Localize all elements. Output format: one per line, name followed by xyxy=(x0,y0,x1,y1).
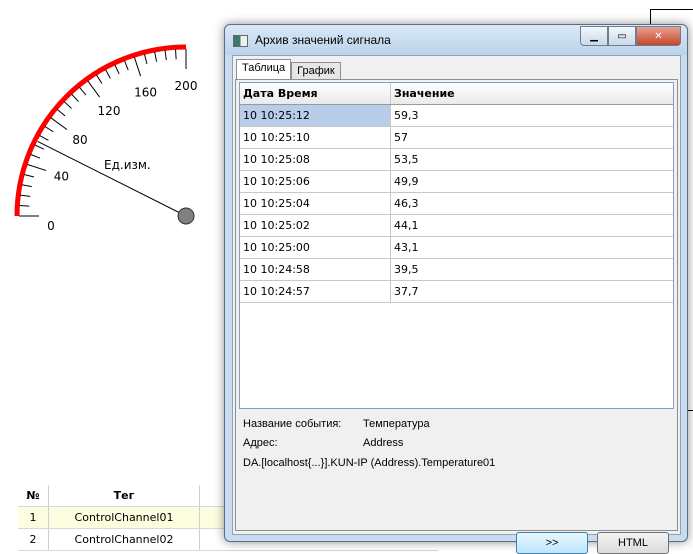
cell-tag: ControlChannel02 xyxy=(49,529,200,550)
minimize-icon: ▁ xyxy=(590,30,598,42)
close-icon: ✕ xyxy=(654,30,663,42)
next-button[interactable]: >> xyxy=(516,532,588,554)
header-datetime[interactable]: Дата Время xyxy=(240,83,391,104)
cell-datetime: 10 10:25:12 xyxy=(240,105,391,126)
cell-value: 39,5 xyxy=(394,263,419,276)
tab-panel: Дата Время Значение 10 10:25:12 59,3 10 10… xyxy=(235,79,678,531)
gauge-tick xyxy=(133,57,142,77)
gauge-tick xyxy=(143,54,148,65)
gauge-tick-label: 160 xyxy=(134,85,157,99)
gauge-tick xyxy=(105,69,111,79)
table-row[interactable]: 10 10:25:08 53,5 xyxy=(240,149,673,171)
cell-datetime: 10 10:25:02 xyxy=(240,215,391,236)
table-row[interactable]: 10 10:25:02 44,1 xyxy=(240,215,673,237)
maximize-button[interactable]: ▭ xyxy=(608,26,636,46)
cell-datetime: 10 10:25:00 xyxy=(240,237,391,258)
gauge-tick xyxy=(34,144,45,150)
values-table: Дата Время Значение 10 10:25:12 59,3 10 10… xyxy=(239,82,674,409)
gauge-tick xyxy=(30,154,41,159)
gauge-tick xyxy=(27,163,47,172)
gauge-tick xyxy=(175,49,177,60)
window-icon xyxy=(233,35,248,47)
cell-datetime: 10 10:24:57 xyxy=(240,281,391,302)
gauge-tick xyxy=(71,93,79,102)
html-button[interactable]: HTML xyxy=(597,532,669,554)
cell-datetime: 10 10:25:06 xyxy=(240,171,391,192)
archive-dialog: Архив значений сигнала ▁ ▭ ✕ Таблица Гра… xyxy=(224,24,688,554)
gauge-tick xyxy=(96,74,103,84)
table-row[interactable]: 10 10:24:57 37,7 xyxy=(240,281,673,303)
cell-value: 59,3 xyxy=(394,109,419,122)
cell-tag: ControlChannel01 xyxy=(49,507,200,528)
table-row[interactable]: 10 10:24:58 39,5 xyxy=(240,259,673,281)
gauge-tick-label: 120 xyxy=(98,104,121,118)
cell-value: 49,9 xyxy=(394,175,419,188)
close-button[interactable]: ✕ xyxy=(636,26,681,46)
gauge-tick xyxy=(39,135,49,141)
gauge-tick-label: 80 xyxy=(72,133,87,147)
table-row[interactable]: 10 10:25:12 59,3 xyxy=(240,105,673,127)
gauge-tick xyxy=(114,64,120,75)
cell-datetime: 10 10:24:58 xyxy=(240,259,391,280)
cell-number: 2 xyxy=(18,529,49,550)
gauge-tick xyxy=(124,60,129,71)
address-label: Адрес: xyxy=(243,437,278,449)
event-name-label: Название события: xyxy=(243,418,342,430)
address-value: Address xyxy=(363,437,404,449)
cell-number: 1 xyxy=(18,507,49,528)
gauge-tick-label: 40 xyxy=(54,170,69,184)
gauge: 0 40 80 120 160 200 xyxy=(14,44,198,233)
full-path: DA.[localhost{...}].KUN-IP (Address).Tem… xyxy=(243,457,496,469)
cell-value: 44,1 xyxy=(394,219,419,232)
gauge-tick xyxy=(79,87,87,96)
cell-datetime: 10 10:25:10 xyxy=(240,127,391,148)
header-tag: Тег xyxy=(49,485,200,506)
gauge-tick xyxy=(57,109,66,117)
gauge-tick xyxy=(44,126,54,133)
title-bar[interactable]: Архив значений сигнала ▁ ▭ ✕ xyxy=(225,25,687,55)
maximize-icon: ▭ xyxy=(617,30,627,42)
gauge-tick xyxy=(24,173,35,178)
cell-datetime: 10 10:25:08 xyxy=(240,149,391,170)
cell-value: 53,5 xyxy=(394,153,419,166)
cell-value: 37,7 xyxy=(394,285,419,298)
minimize-button[interactable]: ▁ xyxy=(580,26,608,46)
gauge-tick xyxy=(50,117,68,131)
gauge-tick xyxy=(154,51,158,62)
gauge-tick xyxy=(87,80,101,98)
gauge-tick xyxy=(19,205,30,207)
cell-value: 43,1 xyxy=(394,241,419,254)
table-row[interactable]: 10 10:25:00 43,1 xyxy=(240,237,673,259)
cell-value: 57 xyxy=(394,131,408,144)
gauge-needle xyxy=(37,141,187,217)
gauge-tick xyxy=(21,184,32,188)
gauge-unit-label: Ед.изм. xyxy=(104,158,151,172)
gauge-tick xyxy=(63,101,72,109)
gauge-tick xyxy=(164,50,167,61)
table-row[interactable]: 10 10:25:10 57 xyxy=(240,127,673,149)
gauge-tick xyxy=(20,194,31,197)
table-header: Дата Время Значение xyxy=(240,83,673,105)
gauge-arc xyxy=(14,44,187,217)
gauge-tick-label: 0 xyxy=(47,219,55,233)
header-number: № xyxy=(18,485,49,506)
window-title: Архив значений сигнала xyxy=(255,33,391,47)
tab-chart[interactable]: График xyxy=(291,62,341,82)
cell-datetime: 10 10:25:04 xyxy=(240,193,391,214)
table-row[interactable]: 10 10:25:04 46,3 xyxy=(240,193,673,215)
cell-value: 46,3 xyxy=(394,197,419,210)
header-value[interactable]: Значение xyxy=(394,87,455,100)
event-name-value: Температура xyxy=(363,418,430,430)
table-row[interactable]: 10 10:25:06 49,9 xyxy=(240,171,673,193)
gauge-pivot xyxy=(177,207,195,225)
gauge-tick-label: 200 xyxy=(175,79,198,93)
